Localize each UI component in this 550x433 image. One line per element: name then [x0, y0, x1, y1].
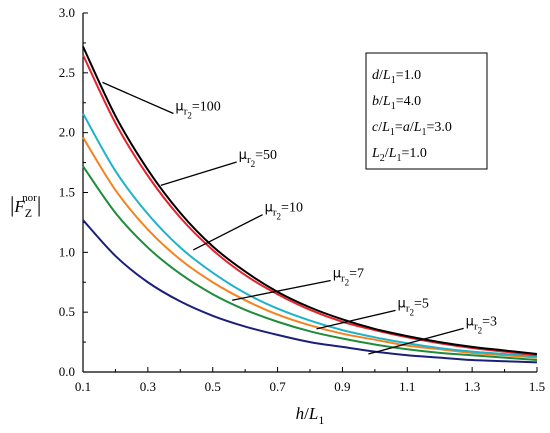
parameter-box-frame	[365, 52, 488, 170]
parameter-line: b/L1=4.0	[372, 94, 421, 112]
series-label: μr2=10	[265, 201, 303, 222]
series-line	[82, 219, 538, 364]
series-line	[82, 113, 538, 358]
annotation-leader	[192, 214, 263, 251]
x-tick-label: 0.5	[205, 379, 221, 394]
annotation-leader	[102, 81, 174, 115]
y-tick-label: 0.5	[59, 304, 75, 319]
series-label: μr2=3	[466, 314, 497, 335]
x-tick-label: 1.1	[399, 379, 415, 394]
annotation-leader	[160, 161, 237, 186]
series-label: μr2=5	[398, 296, 429, 317]
parameter-line: c/L1=a/L1=3.0	[372, 120, 452, 138]
y-tick-label: 0.0	[59, 364, 75, 379]
x-tick-label: 0.1	[75, 379, 91, 394]
series-line	[82, 136, 538, 359]
annotation-leader	[316, 309, 396, 330]
axis-labels: h/L1 |FZnor|	[10, 192, 324, 427]
annotation-leader	[368, 327, 464, 355]
y-tick-label: 3.0	[59, 5, 75, 20]
x-tick-label: 0.7	[269, 379, 286, 394]
x-axis-label: h/L1	[296, 404, 325, 427]
y-tick-label: 2.5	[59, 65, 75, 80]
axes: 0.0 0.5 1.0 1.5 2.0 2.5 3.0 0.1 0.3 0.5 0.7 0.9 1.1 1…	[59, 5, 545, 394]
series-label: μr2=100	[175, 100, 220, 121]
parameter-box: d/L1=1.0 b/L1=4.0 c/L1=a/L1=3.0 L2/L1=1.0	[365, 52, 488, 170]
x-tick-label: 1.5	[529, 379, 545, 394]
y-tick-label: 2.0	[59, 125, 75, 140]
parameter-line: L2/L1=1.0	[371, 146, 427, 164]
y-tick-label: 1.5	[59, 185, 75, 200]
x-tick-label: 0.3	[140, 379, 156, 394]
x-tick-label: 0.9	[334, 379, 350, 394]
series-label: μr2=7	[333, 266, 364, 287]
annotations: μr2=100 μr2=50 μr2=10 μr2=7 μr2=5 μr2=3	[102, 81, 497, 355]
x-tick-label: 1.3	[464, 379, 480, 394]
annotation-leader	[232, 279, 331, 301]
curves	[82, 46, 538, 364]
series-line	[82, 46, 538, 356]
y-axis-label: |FZnor|	[10, 192, 41, 220]
series-line	[82, 54, 538, 357]
series-label: μr2=50	[239, 148, 277, 169]
series-line	[82, 165, 538, 362]
y-tick-label: 1.0	[59, 244, 75, 259]
parameter-line: d/L1=1.0	[372, 68, 421, 86]
